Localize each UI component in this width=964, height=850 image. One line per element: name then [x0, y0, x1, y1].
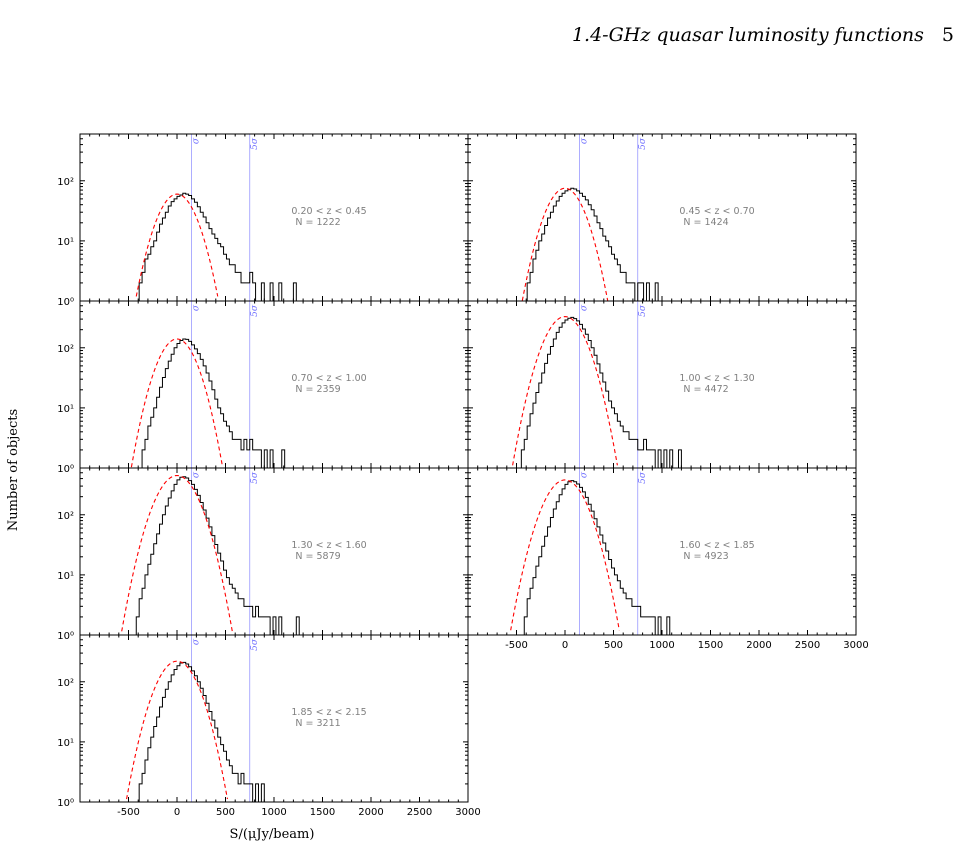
panel-frame [467, 467, 857, 636]
x-tick-label: 500 [604, 640, 623, 651]
x-tick-label: 1000 [261, 807, 286, 818]
sigma-label: σ [580, 304, 590, 311]
x-tick-label: 1500 [310, 807, 335, 818]
page-number: 5 [941, 24, 954, 46]
panel-frame [467, 300, 857, 469]
histogram-line [139, 338, 468, 468]
count-label: N = 3211 [295, 718, 340, 729]
panel-frame [79, 467, 469, 636]
count-label: N = 1424 [683, 217, 728, 228]
gaussian-fit-curve [510, 479, 620, 631]
y-tick-label: 10² [57, 511, 74, 522]
z-range-label: 1.60 < z < 1.85 [679, 540, 754, 551]
y-tick-label: 10¹ [57, 404, 74, 415]
count-label: N = 5879 [295, 551, 340, 562]
five-sigma-label: 5σ [638, 304, 648, 317]
panel-frame [79, 133, 469, 302]
histogram-line [136, 661, 468, 802]
x-tick-label: 1500 [698, 640, 723, 651]
gaussian-fit-curve [130, 338, 224, 468]
sigma-label: σ [192, 137, 202, 144]
panel-1: σ 5σ 0.20 < z < 0.45N = 1222 10⁰ 10¹ 10² [57, 133, 469, 308]
z-range-label: 0.45 < z < 0.70 [679, 206, 754, 217]
sigma-label: σ [192, 304, 202, 311]
panel-3: σ 5σ 0.70 < z < 1.00N = 2359 10⁰ 10¹ 10² [57, 300, 469, 475]
sigma-label: σ [580, 471, 590, 478]
gaussian-fit-curve [521, 187, 609, 301]
histogram-line [133, 476, 468, 635]
y-tick-label: 10² [57, 177, 74, 188]
histogram-line [524, 187, 839, 301]
histogram-line [136, 192, 466, 301]
x-axis-label: S/(μJy/beam) [230, 827, 315, 842]
gaussian-fit-curve [135, 193, 219, 297]
z-range-label: 0.20 < z < 0.45 [291, 206, 366, 217]
x-tick-label: 1000 [649, 640, 674, 651]
five-sigma-label: 5σ [250, 638, 260, 651]
panel-4: σ 5σ 1.00 < z < 1.30N = 4472 [467, 300, 857, 469]
y-tick-label: 10⁰ [57, 297, 74, 308]
z-range-label: 1.85 < z < 2.15 [291, 707, 366, 718]
running-title: 1.4-GHz quasar luminosity functions [571, 24, 924, 46]
gaussian-fit-curve [512, 316, 618, 466]
x-tick-label: 500 [216, 807, 235, 818]
y-tick-label: 10⁰ [57, 798, 74, 809]
five-sigma-label: 5σ [638, 471, 648, 484]
x-tick-label: 2000 [358, 807, 383, 818]
sigma-label: σ [192, 471, 202, 478]
gaussian-fit-curve [121, 474, 233, 632]
histogram-line [518, 316, 854, 468]
x-tick-label: 3000 [455, 807, 480, 818]
five-sigma-label: 5σ [250, 304, 260, 317]
x-tick-label: 2000 [746, 640, 771, 651]
panel-grid: σ 5σ 0.20 < z < 0.45N = 1222 10⁰ 10¹ 10² σ 5σ 0.… [57, 133, 869, 818]
x-tick-label: -500 [117, 807, 140, 818]
panel-frame [79, 634, 469, 803]
y-tick-label: 10¹ [57, 571, 74, 582]
five-sigma-label: 5σ [250, 471, 260, 484]
panel-frame [467, 133, 857, 302]
panel-6: σ 5σ 1.60 < z < 1.85N = 4923 -500 0 500 1000 15… [467, 467, 869, 651]
z-range-label: 1.30 < z < 1.60 [291, 540, 366, 551]
x-tick-label: 2500 [407, 807, 432, 818]
count-label: N = 2359 [295, 384, 340, 395]
count-label: N = 1222 [295, 217, 340, 228]
y-tick-label: 10² [57, 344, 74, 355]
x-tick-label: 0 [174, 807, 180, 818]
count-label: N = 4923 [683, 551, 728, 562]
z-range-label: 0.70 < z < 1.00 [291, 373, 366, 384]
sigma-label: σ [192, 638, 202, 645]
y-axis-label: Number of objects [6, 409, 21, 531]
count-label: N = 4472 [683, 384, 728, 395]
five-sigma-label: 5σ [250, 137, 260, 150]
y-tick-label: 10⁰ [57, 631, 74, 642]
sigma-label: σ [580, 137, 590, 144]
panel-frame [79, 300, 469, 469]
z-range-label: 1.00 < z < 1.30 [679, 373, 754, 384]
y-tick-label: 10² [57, 678, 74, 689]
x-tick-label: 0 [562, 640, 568, 651]
y-tick-label: 10¹ [57, 237, 74, 248]
running-header: 1.4-GHz quasar luminosity functions 5 [572, 24, 954, 46]
histogram-line [521, 480, 856, 635]
panel-5: σ 5σ 1.30 < z < 1.60N = 5879 10⁰ 10¹ 10² [57, 467, 469, 642]
gaussian-fit-curve [126, 660, 228, 800]
five-sigma-label: 5σ [638, 137, 648, 150]
y-tick-label: 10⁰ [57, 464, 74, 475]
panel-7: σ 5σ 1.85 < z < 2.15N = 3211 10⁰ 10¹ 10² -500 0… [57, 634, 481, 818]
x-tick-label: -500 [505, 640, 528, 651]
panel-2: σ 5σ 0.45 < z < 0.70N = 1424 [467, 133, 857, 302]
x-tick-label: 2500 [795, 640, 820, 651]
y-tick-label: 10¹ [57, 738, 74, 749]
x-tick-label: 3000 [843, 640, 868, 651]
